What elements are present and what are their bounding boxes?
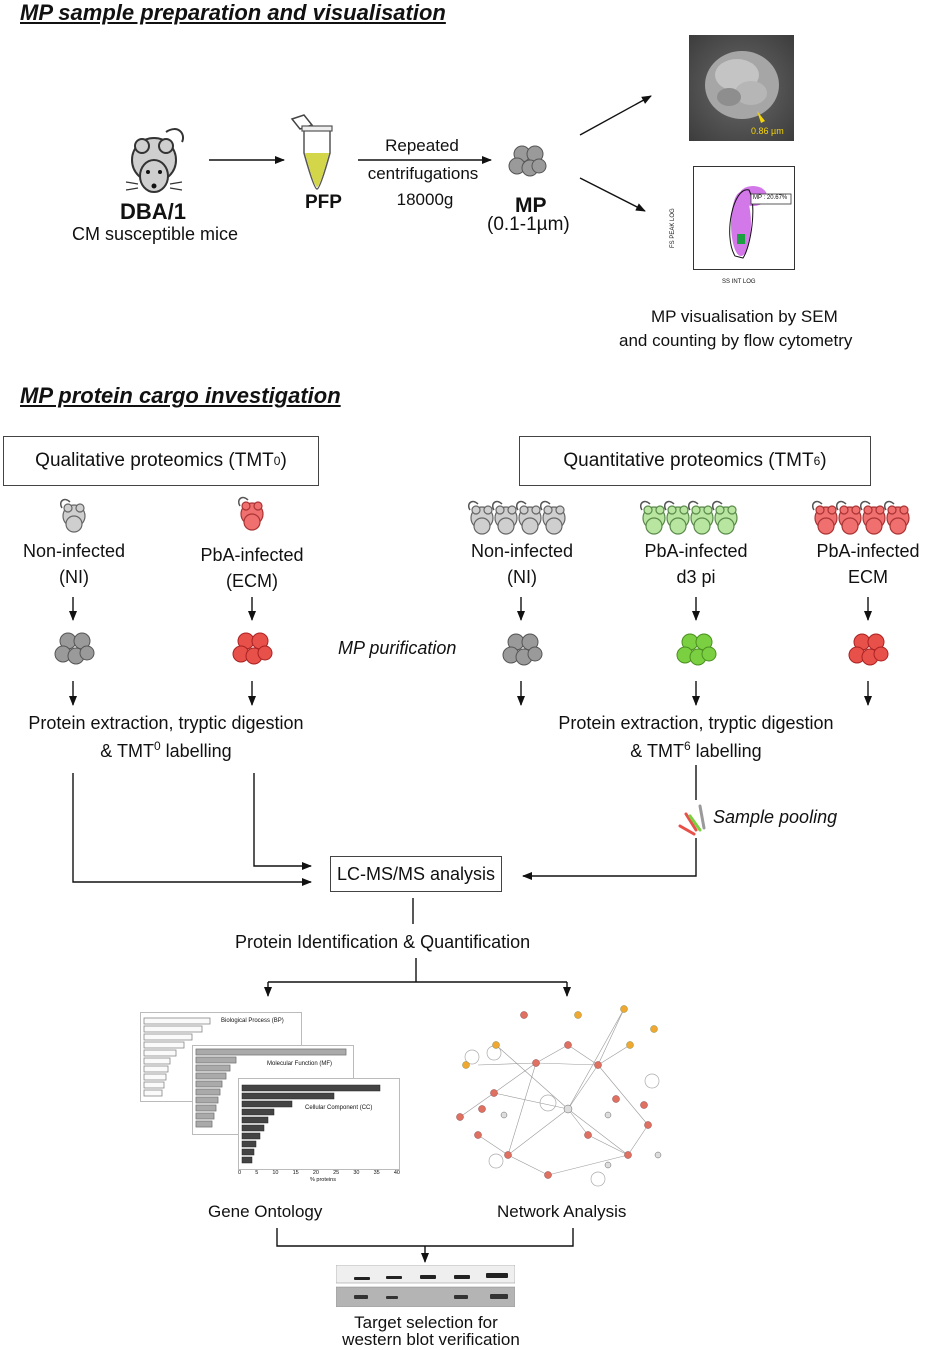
go-tick: 0 <box>238 1170 242 1176</box>
centrifugation-line1: Repeated <box>385 136 459 155</box>
sample-pooling-label: Sample pooling <box>713 807 838 827</box>
sem-image: 0.86 µm <box>689 35 794 141</box>
quant-extraction-line1: Protein extraction, tryptic digestion <box>558 713 834 733</box>
quant-labelling-pre: & TMT <box>630 741 684 761</box>
lcms-box: LC-MS/MS analysis <box>330 856 502 892</box>
qualitative-box-sup: 0 <box>273 454 281 468</box>
qual-extraction-line1: Protein extraction, tryptic digestion <box>28 713 304 733</box>
mouse-icon <box>125 128 184 193</box>
go-tick: 30 <box>353 1170 360 1176</box>
qual-labelling-sup: 0 <box>153 739 161 753</box>
network-analysis-label: Network Analysis <box>497 1202 627 1221</box>
quantitative-box-close: ) <box>820 450 827 471</box>
go-tick: 15 <box>292 1170 299 1176</box>
go-tick: 25 <box>333 1170 340 1176</box>
qualitative-box-label: Qualitative proteomics (TMT <box>35 450 274 471</box>
go-bp-title: Biological Process (BP) <box>221 1018 284 1024</box>
go-tick: 35 <box>373 1170 380 1176</box>
go-cc-panel: Cellular Component (CC) <box>238 1078 400 1170</box>
go-xlabel: % proteins <box>310 1177 336 1183</box>
qualitative-proteomics-box: Qualitative proteomics (TMT 0) <box>3 436 319 486</box>
tube-icon <box>290 114 333 190</box>
pfp-label: PFP <box>305 192 342 213</box>
flow-cytometry-plot: MP : 20.67% <box>693 166 795 270</box>
mouse-strain-label: DBA/1 <box>120 199 187 224</box>
visualisation-line2: and counting by flow cytometry <box>619 331 853 350</box>
quant-group2-line1: PbA-infected <box>644 541 748 561</box>
target-selection-line1: Target selection for <box>354 1313 498 1332</box>
qual-group1-line2: (NI) <box>59 567 89 587</box>
gene-ontology-charts: Biological Process (BP) Molecular Functi… <box>140 1012 402 1183</box>
qualitative-box-close: ) <box>280 450 287 471</box>
flow-xlabel: SS INT LOG <box>722 279 756 285</box>
quant-group3-line1: PbA-infected <box>816 541 920 561</box>
network-analysis-graph <box>456 1005 662 1187</box>
section-title-sample-prep: MP sample preparation and visualisation <box>20 0 446 25</box>
qual-group1-line1: Non-infected <box>22 541 126 561</box>
quantitative-box-label: Quantitative proteomics (TMT <box>563 450 814 471</box>
quant-labelling-line: & TMT6 labelling <box>530 739 862 762</box>
lcms-label: LC-MS/MS analysis <box>336 863 496 884</box>
go-cc-title: Cellular Component (CC) <box>305 1105 373 1111</box>
qual-labelling-line: & TMT0 labelling <box>0 739 332 762</box>
quantitative-proteomics-box: Quantitative proteomics (TMT 6) <box>519 436 871 486</box>
quant-group3-line2: ECM <box>848 567 888 587</box>
go-tick: 20 <box>312 1170 319 1176</box>
centrifugation-line3: 18000g <box>396 190 454 209</box>
western-blot-image <box>335 1264 516 1308</box>
gene-ontology-label: Gene Ontology <box>208 1202 323 1221</box>
identification-label: Protein Identification & Quantification <box>235 932 531 952</box>
go-tick: 5 <box>255 1170 259 1176</box>
mp-cluster-icon <box>508 145 547 177</box>
go-xaxis-ticks: 0 5 10 15 20 25 30 35 40 <box>238 1170 400 1176</box>
mp-size-label: (0.1-1µm) <box>487 214 570 235</box>
quant-group1-line1: Non-infected <box>470 541 574 561</box>
go-tick: 40 <box>393 1170 400 1176</box>
target-selection-line2: western blot verification <box>342 1330 520 1349</box>
quantitative-box-sup: 6 <box>813 454 821 468</box>
qual-labelling-pre: & TMT <box>100 741 154 761</box>
qual-group2-line1: PbA-infected <box>200 545 304 565</box>
mp-label: MP <box>515 194 547 217</box>
quant-labelling-post: labelling <box>690 741 762 761</box>
mouse-description: CM susceptible mice <box>72 224 239 244</box>
qual-group2-line2: (ECM) <box>226 571 278 591</box>
quant-labelling-sup: 6 <box>683 739 691 753</box>
go-mf-title: Molecular Function (MF) <box>267 1061 333 1067</box>
visualisation-line1: MP visualisation by SEM <box>651 307 838 326</box>
mp-purification-label: MP purification <box>338 638 457 658</box>
centrifugation-line2: centrifugations <box>367 164 479 183</box>
go-tick: 10 <box>272 1170 279 1176</box>
section-title-protein-cargo: MP protein cargo investigation <box>20 383 341 408</box>
quant-group1-line2: (NI) <box>507 567 537 587</box>
sem-scale-label: 0.86 µm <box>751 126 784 136</box>
quant-group2-line2: d3 pi <box>676 567 716 587</box>
flow-gate-label: MP : 20.67% <box>753 195 788 201</box>
qual-labelling-post: labelling <box>160 741 232 761</box>
